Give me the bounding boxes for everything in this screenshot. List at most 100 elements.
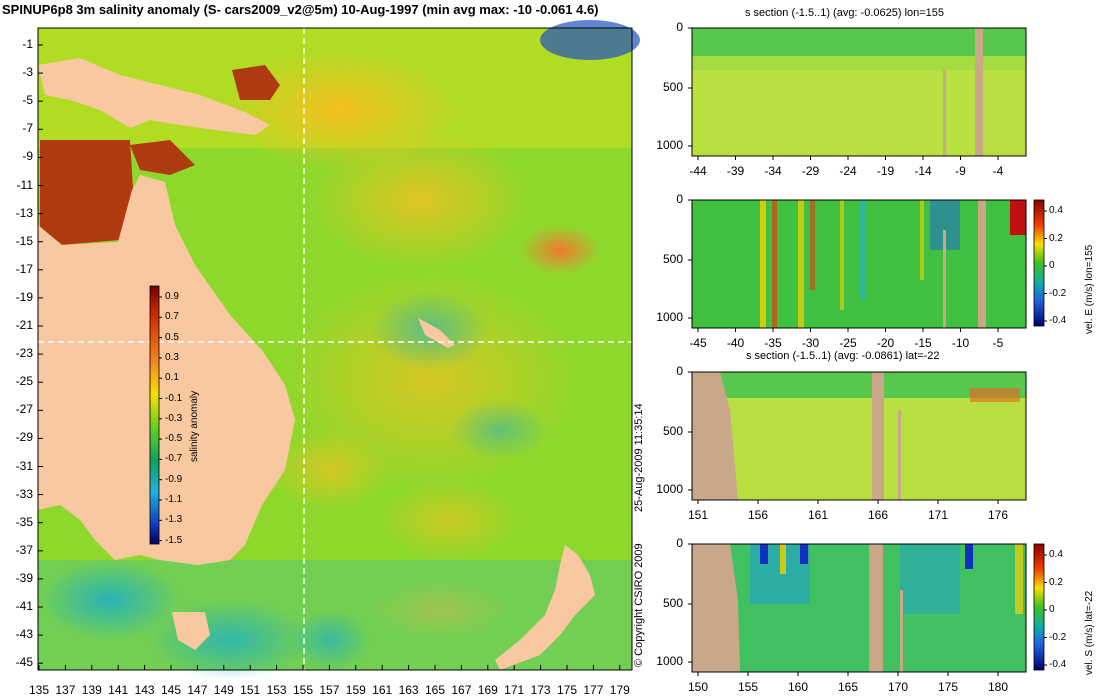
map-colorbar-tick-label: -0.9 <box>165 473 183 485</box>
salinity-map <box>37 20 640 680</box>
map-colorbar-tick-label: -0.7 <box>165 453 183 465</box>
panel-4-x-tick-label: 160 <box>787 680 809 694</box>
map-colorbar-tick-label: -0.5 <box>165 433 183 445</box>
panel-1-y-tick-label: 1000 <box>656 138 683 152</box>
panel-1-x-tick-label: -34 <box>764 164 782 178</box>
panel-4-x-tick-label: 175 <box>937 680 959 694</box>
panel-2-colorbar-tick-label: -0.2 <box>1049 287 1067 299</box>
map-lat-tick-label: -41 <box>15 599 33 613</box>
copyright-text: © Copyright CSIRO 2009 <box>633 543 645 667</box>
australia-land <box>38 175 295 565</box>
map-colorbar-tick-label: -0.1 <box>165 392 183 404</box>
panel-3-x-tick-label: 166 <box>867 508 889 522</box>
tasmania-land <box>172 612 210 650</box>
map-lat-tick-label: -31 <box>15 458 33 473</box>
panel-4-colorbar-label: vel. S (m/s) lat=-22 <box>1084 590 1095 675</box>
panel-1-x-tick-label: -29 <box>801 164 820 178</box>
panel-1-x-tick-label: -24 <box>839 164 857 178</box>
panel-4-plot <box>691 543 1045 673</box>
map-lat-tick-label: -21 <box>15 318 33 332</box>
map-title: SPINUP6p8 3m salinity anomaly (S- cars20… <box>2 2 599 17</box>
panel-4-colorbar-tick-label: 0 <box>1049 604 1055 615</box>
map-lat-tick-label: -19 <box>15 289 33 304</box>
map-lon-tick-label: 143 <box>134 683 155 697</box>
panel-4-colorbar-tick-label: -0.4 <box>1049 659 1067 670</box>
map-colorbar-tick-label: 0.3 <box>165 351 179 363</box>
panel-2-colorbar-tick-label: -0.4 <box>1049 315 1067 326</box>
panel-4-x-tick-label: 165 <box>837 680 859 694</box>
panel-3-x-tick-label: 151 <box>687 508 709 522</box>
panel-2-x-tick-label: -5 <box>992 336 1004 350</box>
panel-1-plot <box>691 27 1027 157</box>
map-lat-tick-label: -25 <box>15 374 33 389</box>
panel-3-y-tick-label: 1000 <box>656 482 683 496</box>
map-lon-tick-label: 149 <box>213 683 234 697</box>
panel-4-y-tick-label: 500 <box>662 596 683 610</box>
panel-1-x-tick-label: -39 <box>726 164 745 178</box>
map-colorbar-tick-label: -0.3 <box>165 412 183 424</box>
panel-1-x-tick-label: -9 <box>955 164 966 178</box>
panel-4-x-tick-label: 155 <box>737 680 759 694</box>
map-lat-tick-label: -35 <box>15 514 33 529</box>
map-lat-tick-label: -9 <box>22 149 33 164</box>
panel-2-colorbar-label: vel. E (m/s) lon=155 <box>1084 244 1095 334</box>
panel-2-y-tick-label: 1000 <box>656 310 683 324</box>
panel-4-y-tick-label: 1000 <box>656 654 683 668</box>
map-colorbar-tick-label: 0.9 <box>165 291 179 302</box>
map-colorbar-tick-label: 0.5 <box>165 331 179 343</box>
panel-2-colorbar-tick-label: 0 <box>1049 260 1055 271</box>
map-lon-tick-label: 147 <box>187 683 208 697</box>
map-lat-tick-label: -1 <box>22 37 33 51</box>
map-colorbar <box>149 285 160 545</box>
map-lon-tick-label: 153 <box>266 683 287 697</box>
map-lon-tick-label: 175 <box>556 683 578 697</box>
panel-4-colorbar-tick-label: 0.2 <box>1049 576 1063 588</box>
map-colorbar-tick-label: 0.1 <box>165 372 179 384</box>
map-lon-tick-label: 167 <box>451 683 472 697</box>
map-lon-tick-label: 179 <box>609 683 630 697</box>
panel-1-x-tick-label: -14 <box>914 164 932 178</box>
panel-2-x-tick-label: -25 <box>839 336 857 350</box>
map-lat-tick-label: -27 <box>15 402 33 417</box>
map-lon-tick-label: 169 <box>477 683 498 697</box>
map-lat-tick-label: -29 <box>15 430 33 445</box>
new-zealand-land <box>495 545 595 670</box>
panel-2-x-tick-label: -10 <box>951 336 970 350</box>
map-lon-tick-label: 135 <box>28 683 50 697</box>
panel-3-title: s section (-1.5..1) (avg: -0.0861) lat=-… <box>746 350 940 362</box>
map-lat-tick-label: -3 <box>22 65 33 80</box>
panel-3-plot <box>691 371 1027 501</box>
map-lon-tick-label: 151 <box>240 683 261 697</box>
map-lon-tick-label: 155 <box>292 683 314 697</box>
new-caledonia-land <box>418 318 455 348</box>
map-colorbar-tick-label: 0.7 <box>165 311 179 323</box>
map-colorbar-tick-label: -1.1 <box>165 494 183 505</box>
panel-1-x-tick-label: -19 <box>876 164 895 178</box>
map-lat-tick-label: -7 <box>22 121 33 136</box>
map-lat-tick-label: -17 <box>15 261 33 276</box>
panel-1-x-tick-label: -4 <box>992 164 1004 178</box>
panel-2-x-tick-label: -40 <box>726 336 745 350</box>
panel-2-x-tick-label: -30 <box>801 336 820 350</box>
panel-4-x-tick-label: 180 <box>987 680 1009 694</box>
map-colorbar-tick-label: -1.3 <box>165 514 183 526</box>
panel-4-x-tick-label: 170 <box>887 680 909 694</box>
tick-marks <box>38 27 1047 676</box>
panel-3-x-tick-label: 161 <box>807 508 829 522</box>
map-lon-tick-label: 159 <box>345 683 366 697</box>
panel-3-y-tick-label: 500 <box>662 424 683 438</box>
panel-2-y-tick-label: 0 <box>676 192 683 206</box>
map-lon-tick-label: 173 <box>530 683 551 697</box>
map-lat-tick-label: -15 <box>15 233 33 248</box>
map-lat-tick-label: -45 <box>15 655 33 670</box>
map-lon-tick-label: 139 <box>81 683 102 697</box>
panel-2-colorbar-tick-label: 0.2 <box>1049 232 1063 244</box>
panel-3-x-tick-label: 176 <box>987 508 1009 522</box>
map-lon-tick-label: 157 <box>319 683 340 697</box>
panel-3-y-tick-label: 0 <box>676 364 683 378</box>
map-lon-tick-label: 177 <box>583 683 604 697</box>
panel-2-y-tick-label: 500 <box>662 252 683 266</box>
map-lon-tick-label: 161 <box>372 683 393 697</box>
panel-4-y-tick-label: 0 <box>676 536 683 550</box>
map-lat-tick-label: -43 <box>15 627 33 642</box>
